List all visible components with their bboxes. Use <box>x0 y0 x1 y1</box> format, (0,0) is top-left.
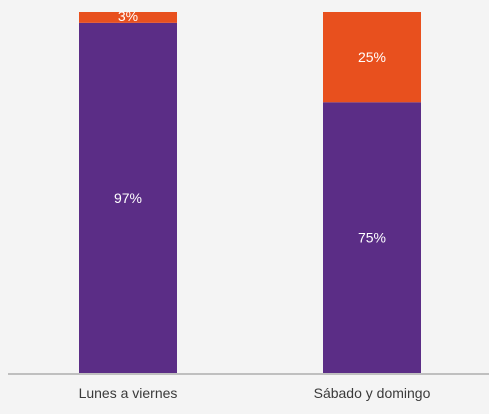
x-tick-label-2: Sábado y domingo <box>314 385 431 401</box>
data-label-1-1: 97% <box>114 190 142 206</box>
data-label-2-2: 25% <box>358 49 386 65</box>
x-tick-label-1: Lunes a viernes <box>79 385 178 401</box>
data-label-1-2: 3% <box>118 8 138 24</box>
data-label-2-1: 75% <box>358 230 386 246</box>
